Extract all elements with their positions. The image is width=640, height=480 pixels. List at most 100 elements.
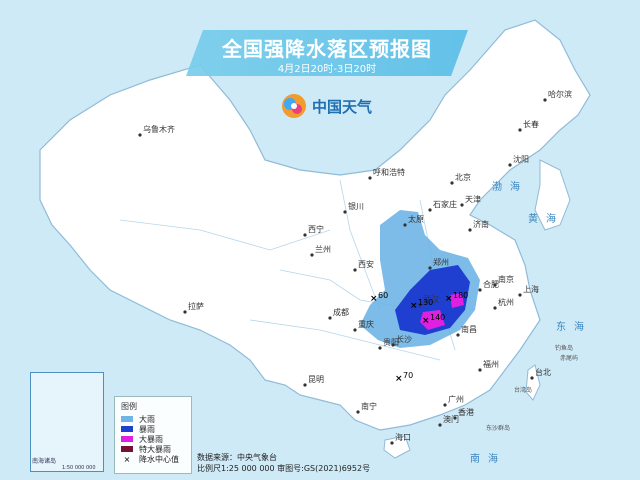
city-label: 海口 [395,432,411,442]
city-label: 昆明 [308,375,324,384]
brand-name: 中国天气 [312,97,373,116]
city-label: 西安 [358,259,374,269]
city-dot [478,288,482,292]
data-source: 数据来源：中央气象台 [197,453,277,462]
city-label: 沈阳 [513,154,529,164]
inset-scale: 1:50 000 000 [62,465,96,471]
city-label: 银川 [348,201,364,211]
weather-swirl-icon [282,94,306,118]
sea-label: 东海 [556,320,592,333]
city-dot [530,376,534,380]
city-dot [328,316,332,320]
island-label: 东沙群岛 [486,424,510,432]
legend-label: 大雨 [139,414,155,424]
city-dot [438,423,442,427]
city-dot [353,328,357,332]
city-dot [518,128,522,132]
map-subtitle: 4月2日20时-3日20时 [277,64,377,75]
legend-item-center-value: × 降水中心值 [121,454,185,464]
city-dot [468,228,472,232]
rain-center-marker: × [422,316,430,326]
city-label: 广州 [448,394,464,404]
legend-item-extreme-rainstorm: 特大暴雨 [121,444,185,454]
city-dot [478,368,482,372]
city-dot [368,176,372,180]
rain-center-value: 180 [453,291,468,300]
city-label: 兰州 [315,244,331,254]
city-dot [518,293,522,297]
brand-logo: 中国天气 [280,92,372,120]
heavy-rainstorm-area-1 [450,293,464,308]
city-dot [378,346,382,350]
rain-center-marker: × [445,294,453,304]
cross-marker-icon: × [123,454,131,464]
city-dot [390,441,394,445]
city-label: 成都 [333,307,349,317]
city-label: 武汉 [423,294,439,304]
city-label: 济南 [473,219,489,229]
city-label: 长沙 [396,334,412,344]
sea-label: 南海 [470,452,506,465]
title-banner [186,30,468,76]
city-dot [460,203,464,207]
city-label: 台北 [535,367,551,377]
legend-swatch [121,446,133,452]
rain-center-value: 60 [378,291,388,300]
city-dot [493,283,497,287]
rain-center-marker: × [370,294,378,304]
legend-swatch [121,426,133,432]
city-dot [303,233,307,237]
inset-label: 南海诸岛 [32,458,57,465]
city-label: 太原 [408,214,424,224]
rain-center-marker: × [410,301,418,311]
city-dot [303,383,307,387]
city-dot [343,210,347,214]
city-dot [428,266,432,270]
legend-item-heavy-rainstorm: 大暴雨 [121,434,185,444]
city-dot [453,416,457,420]
city-label: 南昌 [461,324,477,334]
city-dot [353,268,357,272]
city-label: 石家庄 [433,199,457,209]
korea-peninsula [534,159,571,231]
city-label: 北京 [455,172,471,182]
city-label: 重庆 [358,319,374,329]
legend-swatch [121,436,133,442]
city-label: 贵阳 [383,337,399,347]
city-dot [356,410,360,414]
city-dot [391,343,395,347]
legend-item-rainstorm: 暴雨 [121,424,185,434]
city-dot [543,98,547,102]
rain-areas [360,210,480,348]
legend-label: 特大暴雨 [139,444,171,454]
city-dot [428,208,432,212]
city-dot [403,223,407,227]
island-label: 台湾岛 [514,386,532,394]
city-label: 西宁 [308,224,324,234]
legend-label: 降水中心值 [139,454,179,464]
rain-center-value: 140 [430,313,445,322]
city-label: 合肥 [483,279,499,289]
city-dot [450,181,454,185]
legend: 图例 大雨 暴雨 大暴雨 特大暴雨 × 降水中心值 [114,396,192,474]
legend-title: 图例 [121,402,137,411]
south-china-sea-inset [30,372,104,472]
hainan-island [383,435,411,459]
city-dot [418,303,422,307]
island-label: 赤尾屿 [560,354,578,362]
city-label: 拉萨 [188,301,204,311]
map-title: 全国强降水落区预报图 [222,37,432,61]
legend-label: 大暴雨 [139,434,163,444]
city-dot [310,253,314,257]
city-label: 乌鲁木齐 [143,124,175,134]
city-label: 香港 [458,407,474,417]
city-label: 澳门 [443,414,459,424]
city-label: 上海 [523,284,539,294]
city-label: 呼和浩特 [373,167,405,177]
city-label: 郑州 [433,257,449,267]
sea-label: 渤海 [492,180,528,193]
city-dot [493,306,497,310]
heavy-rainstorm-area-2 [420,310,445,330]
city-dot [183,310,187,314]
